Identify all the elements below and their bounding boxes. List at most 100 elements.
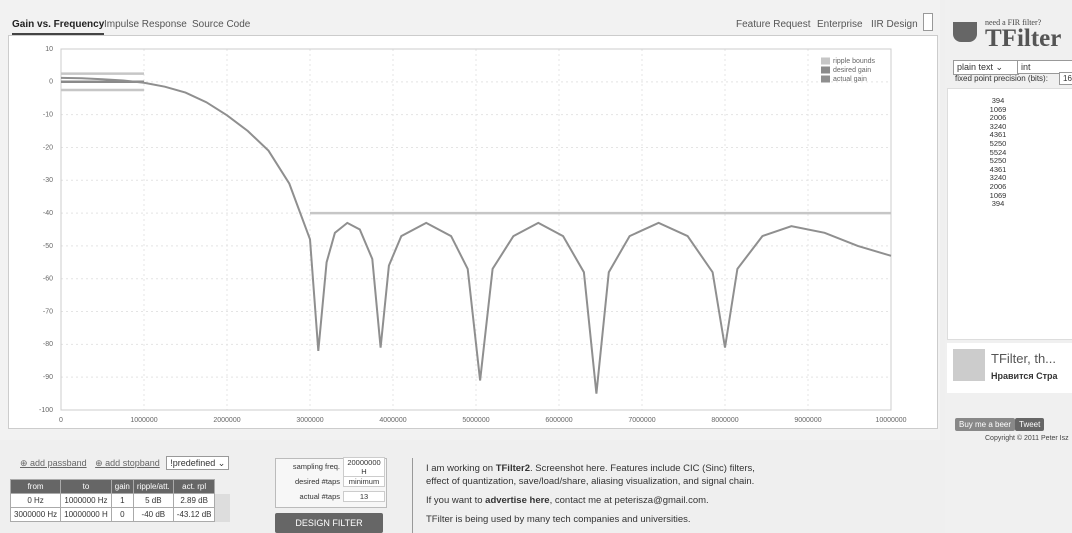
tab[interactable]: Source Code	[192, 19, 250, 30]
x-tick-label: 3000000	[296, 417, 323, 424]
cell: 0 Hz	[11, 494, 61, 508]
add-stopband[interactable]: ⊕ add stopband	[95, 458, 160, 468]
x-tick-label: 4000000	[379, 417, 406, 424]
setting-label: actual #taps	[276, 492, 343, 501]
fb-like[interactable]: Нравится Стра	[991, 371, 1058, 381]
logo[interactable]: TFilter	[985, 25, 1061, 53]
sidebar: need a FIR filter? TFilter plain text ⌄ …	[945, 0, 1072, 533]
legend-swatch	[821, 76, 830, 83]
text: I am working on	[426, 463, 496, 474]
y-tick-label: -70	[43, 308, 53, 315]
cell: -43.12 dB	[173, 508, 215, 522]
cell: 1000000 Hz	[61, 494, 112, 508]
text: , contact me at peterisza@gmail.com.	[550, 495, 709, 506]
scroll-spinner[interactable]	[923, 13, 933, 31]
cell: -40 dB	[133, 508, 173, 522]
add-passband[interactable]: ⊕ add passband	[20, 458, 87, 468]
y-tick-label: -80	[43, 341, 53, 348]
cell: 0	[111, 508, 133, 522]
coefficient: 394	[948, 200, 1048, 209]
text[interactable]: advertise here	[485, 495, 549, 506]
setting-value[interactable]: 20000000 H	[343, 457, 385, 477]
preset-select[interactable]: !predefined ⌄	[166, 456, 229, 470]
column-header: to	[61, 480, 112, 494]
tab[interactable]: Gain vs. Frequency	[12, 19, 104, 35]
delete-button[interactable]	[215, 508, 230, 522]
add-links: ⊕ add passband ⊕ add stopband !predefine…	[20, 458, 229, 469]
text: . Screenshot here. Features include CIC …	[530, 463, 755, 474]
top-link[interactable]: IIR Design	[871, 19, 918, 30]
x-tick-label: 10000000	[875, 417, 906, 424]
legend-label: ripple bounds	[833, 58, 876, 65]
link-text: add passband	[30, 458, 87, 468]
setting-value[interactable]: minimum	[343, 476, 385, 487]
x-tick-label: 7000000	[628, 417, 655, 424]
legend-swatch	[821, 67, 830, 74]
setting-label: sampling freq.	[276, 462, 343, 471]
legend-label: actual gain	[833, 76, 867, 83]
y-tick-label: -50	[43, 243, 53, 250]
x-tick-label: 1000000	[130, 417, 157, 424]
x-tick-label: 9000000	[794, 417, 821, 424]
x-tick-label: 0	[59, 417, 63, 424]
top-link[interactable]: Enterprise	[817, 19, 863, 30]
setting-row: sampling freq.20000000 H	[276, 459, 386, 474]
x-tick-label: 2000000	[213, 417, 240, 424]
y-tick-label: -90	[43, 374, 53, 381]
cell: 10000000 H	[61, 508, 112, 522]
y-tick-label: 0	[49, 79, 53, 86]
cup-icon	[953, 22, 977, 42]
y-tick-label: -30	[43, 177, 53, 184]
column-header: act. rpl	[173, 480, 215, 494]
format-select[interactable]: plain text ⌄	[953, 60, 1019, 75]
cell: 3000000 Hz	[11, 508, 61, 522]
fb-thumb	[953, 349, 985, 381]
y-tick-label: -20	[43, 144, 53, 151]
precision-label: fixed point precision (bits):	[955, 74, 1048, 83]
tweet-button[interactable]: Tweet	[1015, 418, 1044, 431]
info-line: TFilter is being used by many tech compa…	[426, 513, 755, 526]
link-text: add stopband	[105, 458, 160, 468]
column-header: gain	[111, 480, 133, 494]
x-tick-label: 6000000	[545, 417, 572, 424]
text: TFilter2	[496, 463, 530, 474]
setting-label: desired #taps	[276, 477, 343, 486]
design-button[interactable]: DESIGN FILTER	[275, 513, 383, 533]
y-tick-label: -10	[43, 111, 53, 118]
top-link[interactable]: Feature Request	[736, 19, 811, 30]
cell: 2.89 dB	[173, 494, 215, 508]
info-line: I am working on TFilter2. Screenshot her…	[426, 462, 755, 475]
x-tick-label: 8000000	[711, 417, 738, 424]
y-tick-label: -60	[43, 276, 53, 283]
cell: 5 dB	[133, 494, 173, 508]
fb-box: TFilter, th... Нравится Стра	[947, 343, 1072, 393]
tab[interactable]: Impulse Response	[104, 19, 187, 30]
column-header: ripple/att.	[133, 480, 173, 494]
delete-button[interactable]	[215, 494, 230, 508]
y-tick-label: 10	[45, 46, 53, 53]
page: Gain vs. Frequency Impulse Response Sour…	[0, 0, 1072, 533]
cell: 1	[111, 494, 133, 508]
main-area: Gain vs. Frequency Impulse Response Sour…	[0, 0, 940, 440]
precision-input[interactable]: 16	[1059, 72, 1072, 85]
text: If you want to	[426, 495, 485, 506]
divider	[412, 458, 413, 533]
info-line: effect of quantization, save/load/share,…	[426, 475, 755, 488]
copyright: Copyright © 2011 Peter Isz	[985, 435, 1069, 442]
x-tick-label: 5000000	[462, 417, 489, 424]
legend-swatch	[821, 58, 830, 65]
info: I am working on TFilter2. Screenshot her…	[426, 462, 755, 526]
info-line: If you want to advertise here, contact m…	[426, 494, 755, 507]
beer-button[interactable]: Buy me a beer	[955, 418, 1015, 431]
fb-title[interactable]: TFilter, th...	[991, 351, 1056, 366]
select-text: !predefined	[170, 458, 215, 468]
y-tick-label: -40	[43, 210, 53, 217]
